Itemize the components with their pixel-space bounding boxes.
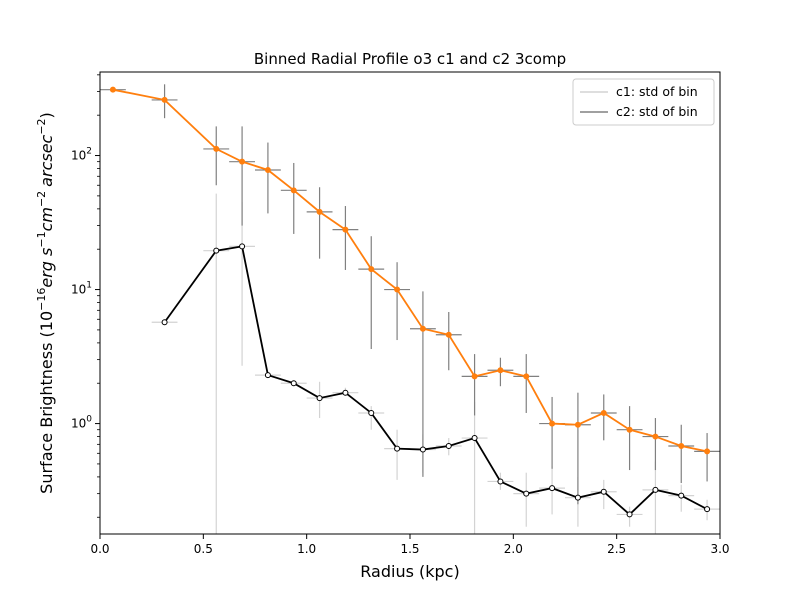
x-axis-label: Radius (kpc) [360, 562, 459, 581]
chart-title: Binned Radial Profile o3 c1 and c2 3comp [254, 50, 566, 68]
data-point [239, 243, 246, 250]
x-tick-label: 0.5 [194, 542, 213, 556]
plot-content [100, 84, 720, 534]
x-tick-label: 1.0 [297, 542, 316, 556]
data-point [316, 395, 323, 402]
data-point [368, 409, 375, 416]
data-point [652, 433, 659, 440]
legend: c1: std of bin c2: std of bin [572, 78, 715, 126]
data-point [161, 96, 168, 103]
data-point [704, 448, 711, 455]
data-point [574, 494, 581, 501]
series-line-0 [112, 88, 708, 453]
data-point [264, 372, 271, 379]
data-point [213, 145, 220, 152]
y-axis-label: Surface Brightness (10−16erg s−1cm−2arcs… [35, 112, 56, 494]
x-tick-label: 2.5 [607, 542, 626, 556]
data-point [549, 485, 556, 492]
data-point [471, 373, 478, 380]
data-point [497, 478, 504, 485]
data-point [342, 389, 349, 396]
data-point [652, 486, 659, 493]
data-point [445, 331, 452, 338]
data-point [419, 446, 426, 453]
data-point [704, 506, 711, 513]
data-point [342, 226, 349, 233]
x-tick-label: 3.0 [710, 542, 729, 556]
data-point [368, 266, 375, 273]
data-point [626, 511, 633, 518]
data-point [600, 488, 607, 495]
data-point [549, 420, 556, 427]
data-point [290, 380, 297, 387]
data-point [678, 443, 685, 450]
plot-area [100, 84, 720, 534]
y-tick-label: 101 [71, 281, 92, 297]
data-point [394, 286, 401, 293]
series-line-1 [163, 245, 708, 516]
data-point [626, 426, 633, 433]
data-point [445, 443, 452, 450]
plot-frame [99, 71, 721, 535]
data-point [471, 435, 478, 442]
x-axis: 0.0 0.5 1.0 1.5 2.0 2.5 3.0 [90, 534, 730, 556]
data-point [161, 319, 168, 326]
legend-label-c2: c2: std of bin [616, 104, 698, 119]
data-point [316, 208, 323, 215]
data-point [600, 409, 607, 416]
data-point [419, 325, 426, 332]
data-point [678, 492, 685, 499]
y-tick-label: 102 [71, 147, 92, 163]
data-point [497, 367, 504, 374]
x-tick-label: 1.5 [400, 542, 419, 556]
data-point [394, 445, 401, 452]
y-tick-label: 100 [71, 415, 92, 431]
x-tick-label: 2.0 [504, 542, 523, 556]
x-tick-label: 0.0 [90, 542, 109, 556]
data-point [109, 86, 116, 93]
legend-label-c1: c1: std of bin [616, 84, 698, 99]
data-point [239, 158, 246, 165]
data-point [264, 166, 271, 173]
y-axis: 100 101 102 [71, 74, 100, 518]
data-point [574, 421, 581, 428]
data-point [523, 490, 530, 497]
data-point [523, 373, 530, 380]
data-point [213, 247, 220, 254]
legend-box [572, 78, 715, 126]
data-point [290, 187, 297, 194]
